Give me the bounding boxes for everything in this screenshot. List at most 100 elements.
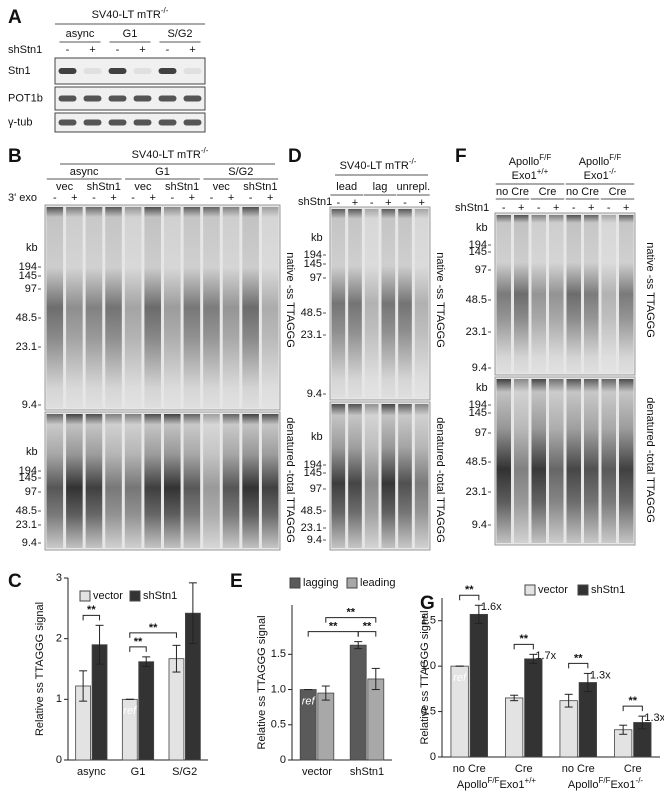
y-tick-label: 1.5: [421, 615, 436, 627]
row-label: shStn1: [455, 202, 489, 214]
blot-band: [108, 68, 127, 74]
error-bar: [474, 604, 483, 624]
lane-sign: +: [149, 192, 155, 204]
size-marker: 48.5: [301, 307, 322, 319]
lane-sign: +: [385, 197, 391, 209]
size-marker: 145: [469, 246, 487, 258]
text-part: Exo1: [512, 170, 537, 182]
y-axis-label: Relative ss TTAGGG signal: [34, 602, 46, 736]
error-bar: [172, 644, 181, 673]
gel-lane: [531, 379, 546, 543]
blot: [54, 86, 206, 111]
size-marker: 9.4: [307, 388, 322, 400]
group-label: async: [70, 166, 99, 178]
y-tick-label: 0.5: [271, 719, 286, 731]
error-bar: [510, 694, 519, 702]
gel-lane: [414, 404, 429, 548]
blot-band: [83, 68, 102, 74]
gel-background: [329, 401, 431, 551]
gel-lane: [496, 379, 511, 543]
gel-lane: [566, 215, 581, 373]
group-label: ApolloF/F: [509, 153, 552, 168]
significance-label: **: [574, 652, 583, 664]
size-marker: 48.5: [16, 505, 37, 517]
gel-lane: [66, 414, 83, 548]
bar: [505, 697, 524, 758]
error-bar: [619, 724, 628, 735]
lane-sign: +: [267, 192, 273, 204]
row-label: 3' exo: [8, 192, 37, 204]
gel-lane: [414, 209, 429, 398]
lane-sign: -: [403, 197, 407, 209]
blot-band: [83, 95, 102, 102]
group-label: G1: [123, 28, 138, 40]
lane-sign: -: [131, 192, 135, 204]
gel-lane: [566, 379, 581, 543]
error-bar: [354, 641, 363, 650]
group-label: unrepl.: [397, 181, 431, 193]
lane-sign: +: [189, 44, 195, 56]
gel-lane: [331, 404, 346, 548]
gel-lane: [601, 215, 616, 373]
y-tick-label: 0.5: [421, 705, 436, 717]
bar: [317, 692, 335, 761]
gel-lane: [124, 414, 142, 548]
size-marker: 145: [469, 407, 487, 419]
x-tick-label: Cre: [624, 763, 642, 775]
lane-sign: +: [418, 197, 424, 209]
legend-label: leading: [360, 577, 395, 589]
group-label: ApolloF/FExo1-/-: [568, 776, 644, 791]
lane-sign: -: [53, 192, 57, 204]
gel-lane: [531, 215, 546, 373]
x-tick-label: S/G2: [172, 766, 197, 778]
group-label: G1: [155, 166, 170, 178]
legend-swatch: [79, 590, 91, 602]
x-tick-label: vector: [302, 766, 332, 778]
size-marker: 145: [19, 472, 37, 484]
blot-band: [58, 119, 77, 126]
blot-band: [158, 95, 177, 102]
gel-lane: [85, 414, 103, 548]
kb-label: kb: [311, 431, 323, 443]
gel-lane: [105, 414, 122, 548]
lane-sign: -: [502, 202, 506, 214]
panel-letter: B: [8, 146, 22, 167]
text-part: SV40-LT mTR: [132, 149, 201, 161]
size-marker: 97: [310, 272, 322, 284]
blot-band: [58, 95, 77, 102]
gel-lane: [514, 215, 529, 373]
significance-label: **: [149, 622, 158, 634]
blot-band: [108, 95, 127, 102]
y-tick-label: 0: [430, 751, 436, 763]
y-tick-label: 1.5: [271, 648, 286, 660]
panel-letter: D: [288, 146, 302, 167]
kb-label: kb: [311, 232, 323, 244]
size-marker: 145: [19, 270, 37, 282]
size-marker: 48.5: [466, 456, 487, 468]
lane-sign: -: [537, 202, 541, 214]
superscript: -/-: [609, 167, 617, 176]
blot-band: [133, 95, 152, 102]
row-label: shStn1: [8, 44, 42, 56]
gel-lane: [398, 209, 412, 398]
error-bar: [95, 624, 104, 665]
lane-sign: -: [249, 192, 253, 204]
legend-label: lagging: [303, 577, 338, 589]
gel-lane: [46, 414, 64, 548]
group-label: ApolloF/F: [579, 153, 622, 168]
subgroup-label: shStn1: [165, 181, 199, 193]
subgroup-label: vec: [56, 181, 74, 193]
bar: [469, 613, 488, 758]
gel-lane: [203, 207, 220, 408]
size-marker: 9.4: [22, 537, 37, 549]
blot: [54, 57, 206, 85]
error-bar: [564, 693, 573, 708]
gel-lane: [105, 207, 122, 408]
gel-lane: [183, 207, 201, 408]
size-marker: 194: [19, 465, 37, 477]
gel-lane: [144, 207, 161, 408]
panel-letter: G: [420, 593, 435, 614]
lane-sign: -: [170, 192, 174, 204]
blot-label: γ-tub: [8, 116, 32, 128]
significance-bracket: [82, 614, 101, 621]
